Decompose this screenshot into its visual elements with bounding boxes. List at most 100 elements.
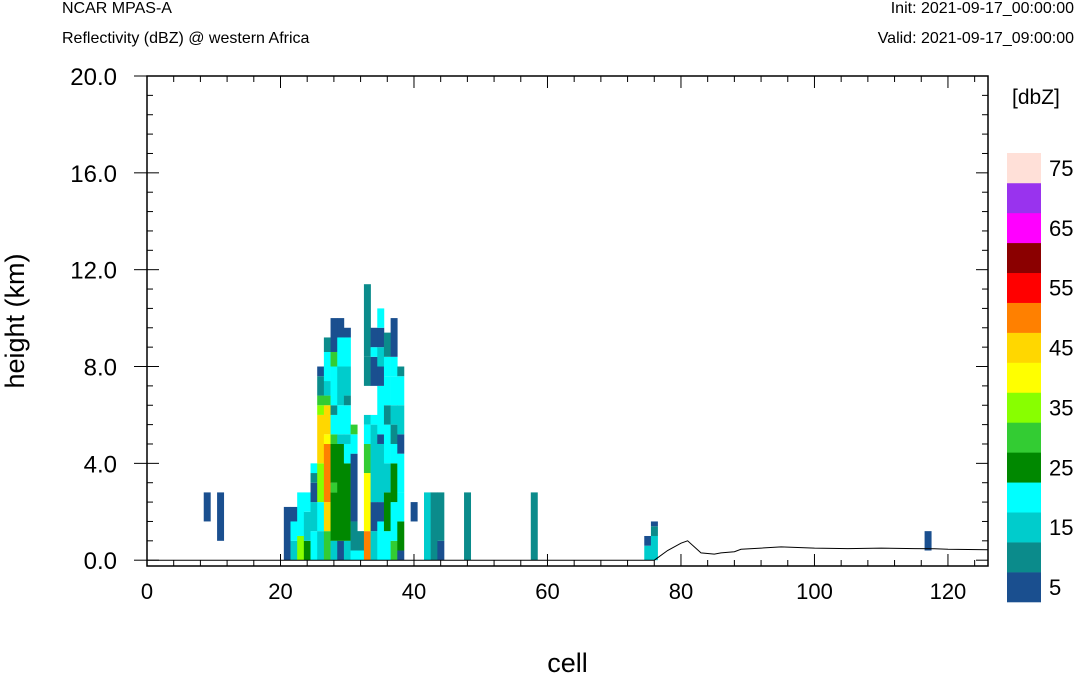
reflectivity-cell <box>370 424 378 503</box>
colorbar: 5 15 25 35 45 55 65 75 <box>1007 153 1073 603</box>
reflectivity-cell <box>350 424 358 435</box>
reflectivity-cell <box>323 395 331 406</box>
model-title: NCAR MPAS-A <box>62 0 172 17</box>
reflectivity-cell <box>343 366 351 396</box>
reflectivity-cell <box>323 351 331 382</box>
reflectivity-cell <box>390 318 398 357</box>
colorbar-label: [dbZ] <box>1012 86 1060 109</box>
colorbar-swatch <box>1007 153 1041 184</box>
reflectivity-cell <box>397 434 405 454</box>
valid-time: Valid: 2021-09-17_09:00:00 <box>877 30 1074 47</box>
reflectivity-cell <box>303 492 311 512</box>
reflectivity-cell <box>650 526 658 536</box>
reflectivity-cell <box>644 535 652 546</box>
reflectivity-cell <box>350 453 358 522</box>
y-tick-label: 16.0 <box>70 161 117 188</box>
x-tick-label: 40 <box>402 579 426 604</box>
reflectivity-cell <box>357 550 365 561</box>
reflectivity-cell <box>363 356 371 386</box>
reflectivity-cell <box>437 492 445 541</box>
reflectivity-cell <box>343 405 351 435</box>
reflectivity-cell <box>290 506 298 522</box>
reflectivity-cell <box>330 540 338 561</box>
reflectivity-cell <box>410 502 418 522</box>
reflectivity-cell <box>337 366 345 406</box>
reflectivity-cell <box>377 443 385 503</box>
colorbar-tick-label: 15 <box>1049 515 1073 540</box>
reflectivity-cell <box>323 434 331 444</box>
colorbar-swatch <box>1007 482 1041 513</box>
reflectivity-cell <box>330 405 338 415</box>
reflectivity-cell <box>397 550 405 561</box>
x-tick-label: 0 <box>141 579 153 604</box>
reflectivity-cell <box>363 473 371 532</box>
reflectivity-cell <box>337 337 345 367</box>
reflectivity-cell <box>343 395 351 406</box>
colorbar-tick-label: 65 <box>1049 216 1073 241</box>
reflectivity-cell <box>330 492 338 541</box>
reflectivity-cell <box>530 492 538 561</box>
reflectivity-cell <box>390 424 398 444</box>
reflectivity-cell <box>330 443 338 483</box>
reflectivity-cell <box>317 366 325 377</box>
reflectivity-cell <box>383 332 391 357</box>
reflectivity-cell <box>337 318 345 338</box>
reflectivity-cell <box>650 535 658 561</box>
reflectivity-cell <box>377 347 385 367</box>
reflectivity-cell <box>297 535 305 561</box>
reflectivity-cell <box>370 502 378 532</box>
reflectivity-cell <box>397 405 405 435</box>
reflectivity-cell <box>390 356 398 377</box>
x-axis-ticks: 0 20 40 60 80 100 120 <box>141 76 976 604</box>
reflectivity-cell <box>377 308 385 328</box>
reflectivity-cell <box>343 540 351 561</box>
colorbar-tick-label: 25 <box>1049 455 1073 480</box>
colorbar-swatch <box>1007 332 1041 363</box>
x-tick-label: 20 <box>268 579 292 604</box>
reflectivity-cell <box>317 531 325 561</box>
reflectivity-cell <box>390 376 398 406</box>
reflectivity-cell <box>343 443 351 464</box>
x-tick-label: 60 <box>535 579 559 604</box>
reflectivity-cell <box>397 521 405 551</box>
reflectivity-cell <box>317 463 325 503</box>
colorbar-swatch <box>1007 422 1041 453</box>
reflectivity-cell <box>383 424 391 464</box>
reflectivity-cell <box>337 405 345 435</box>
colorbar-swatch <box>1007 542 1041 573</box>
reflectivity-cell <box>310 482 318 503</box>
reflectivity-cell <box>323 443 331 503</box>
reflectivity-cell <box>464 492 472 561</box>
reflectivity-cell <box>217 492 225 541</box>
y-tick-label: 8.0 <box>84 355 117 382</box>
reflectivity-cell <box>310 531 318 561</box>
colorbar-swatch <box>1007 452 1041 483</box>
y-tick-label: 20.0 <box>70 64 117 91</box>
reflectivity-cell <box>343 434 351 444</box>
x-tick-label: 120 <box>930 579 967 604</box>
reflectivity-cell <box>377 521 385 561</box>
reflectivity-cell <box>383 376 391 406</box>
colorbar-swatch <box>1007 392 1041 423</box>
reflectivity-cell <box>310 463 318 474</box>
reflectivity-cell <box>317 414 325 464</box>
reflectivity-cell <box>390 463 398 503</box>
reflectivity-cell <box>363 284 371 357</box>
reflectivity-cell <box>383 463 391 493</box>
reflectivity-cell <box>343 337 351 367</box>
colorbar-swatch <box>1007 212 1041 244</box>
reflectivity-cell <box>424 492 431 561</box>
reflectivity-cell <box>357 531 365 551</box>
plot-frame <box>146 75 989 567</box>
reflectivity-cells <box>203 284 932 561</box>
reflectivity-cell <box>317 376 325 396</box>
reflectivity-cell <box>370 356 378 386</box>
reflectivity-cell <box>330 318 338 352</box>
colorbar-swatch <box>1007 302 1041 333</box>
reflectivity-cell <box>644 545 652 561</box>
colorbar-swatch <box>1007 272 1041 303</box>
reflectivity-cell <box>337 540 345 561</box>
reflectivity-cell <box>924 531 932 551</box>
reflectivity-cell <box>323 337 331 352</box>
reflectivity-cell <box>370 347 378 357</box>
